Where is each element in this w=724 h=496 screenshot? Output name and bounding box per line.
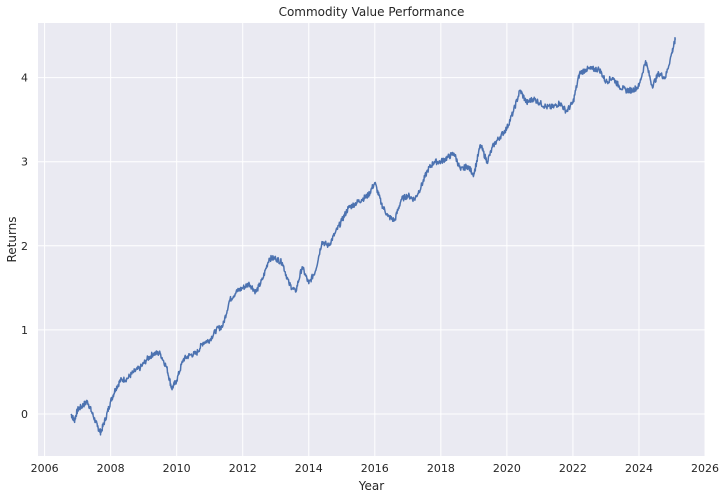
x-tick-label: 2014 xyxy=(295,462,323,475)
y-tick-label: 4 xyxy=(21,72,28,85)
x-tick-label: 2012 xyxy=(229,462,257,475)
x-tick-label: 2018 xyxy=(427,462,455,475)
y-axis-title: Returns xyxy=(5,216,19,262)
x-tick-label: 2022 xyxy=(559,462,587,475)
x-tick-label: 2008 xyxy=(97,462,125,475)
x-tick-label: 2026 xyxy=(691,462,719,475)
y-tick-label: 1 xyxy=(21,324,28,337)
x-tick-label: 2024 xyxy=(625,462,653,475)
chart-title: Commodity Value Performance xyxy=(279,5,465,19)
tick-labels: 2006 2008 2010 2012 2014 2016 2018 2020 2022 2024… xyxy=(21,72,719,475)
x-axis-title: Year xyxy=(358,479,384,493)
x-tick-label: 2010 xyxy=(163,462,191,475)
series-line xyxy=(70,37,677,436)
x-tick-label: 2006 xyxy=(31,462,59,475)
plot-background xyxy=(38,23,705,456)
grid xyxy=(38,23,706,456)
y-tick-label: 3 xyxy=(21,156,28,169)
x-tick-label: 2016 xyxy=(361,462,389,475)
y-tick-label: 2 xyxy=(21,240,28,253)
y-tick-label: 0 xyxy=(21,408,28,421)
x-tick-label: 2020 xyxy=(493,462,521,475)
